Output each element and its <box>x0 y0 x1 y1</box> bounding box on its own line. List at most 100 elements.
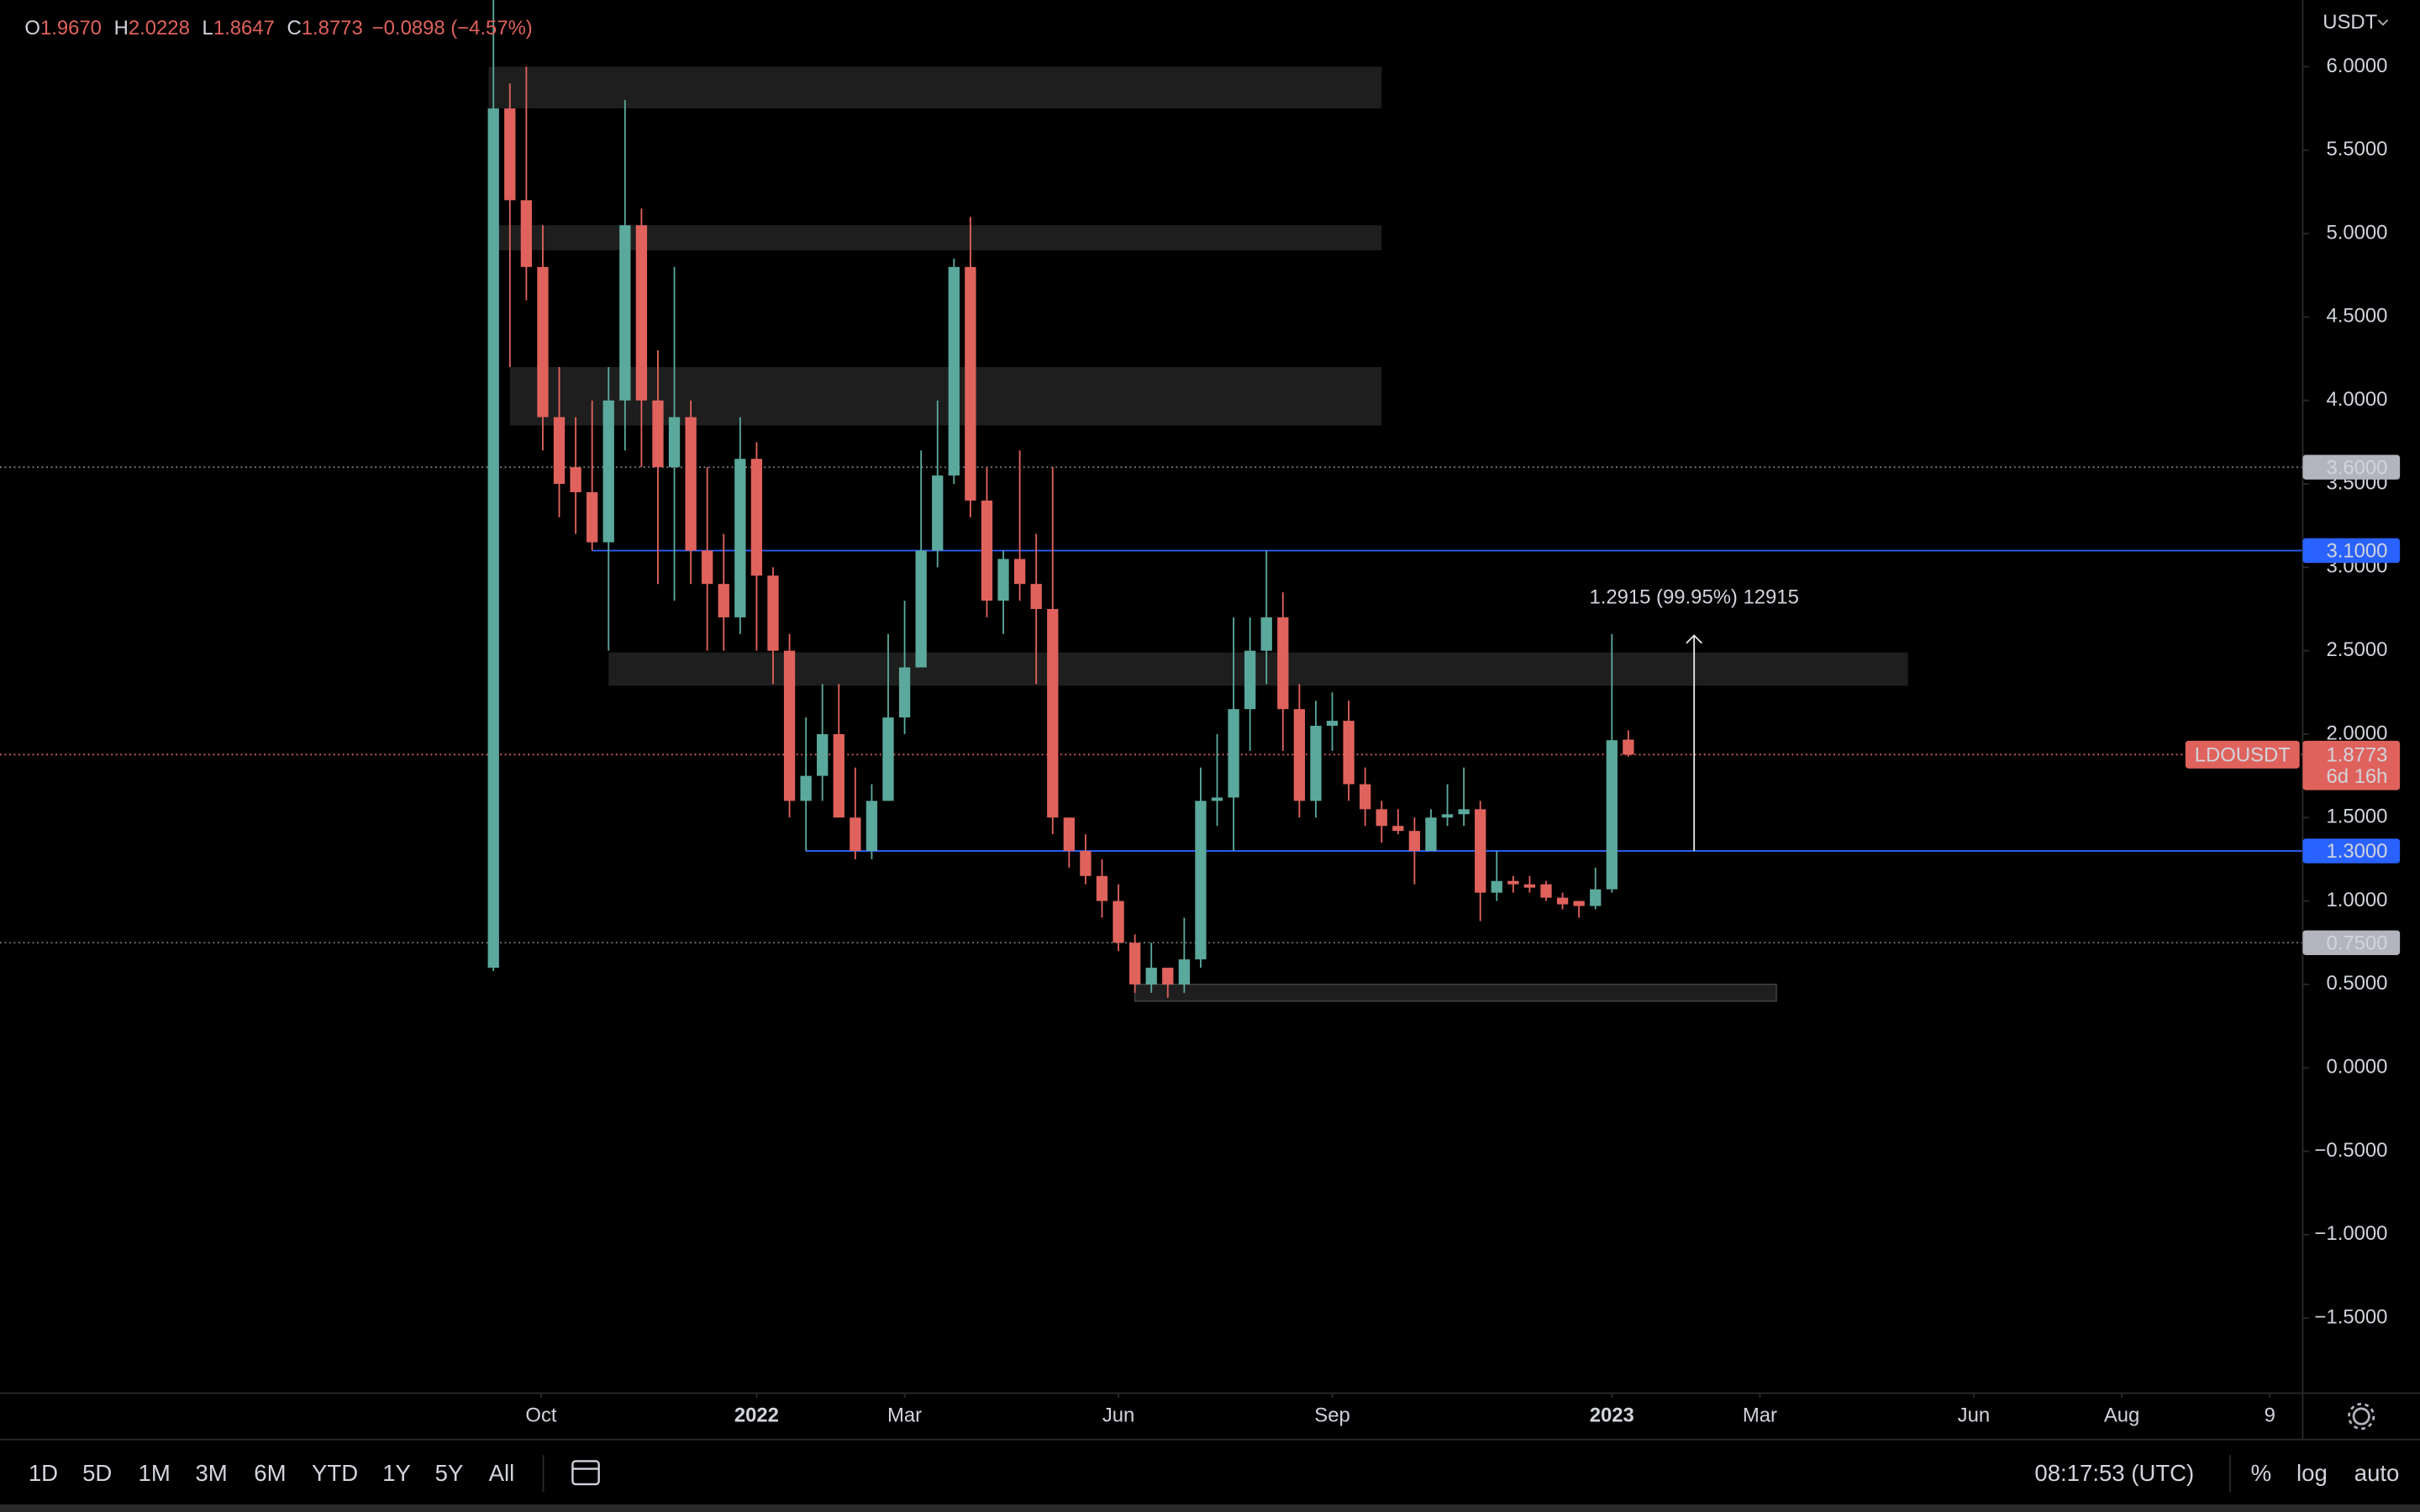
range-button[interactable]: 5D <box>82 1460 112 1486</box>
candle-body <box>1540 884 1552 898</box>
x-tick-label: Oct <box>525 1404 556 1426</box>
candle-body <box>817 733 829 776</box>
price-badge-label: 0.7500 <box>2326 932 2387 954</box>
candle-body <box>1195 801 1207 960</box>
price-badge <box>2302 538 2401 564</box>
range-button[interactable]: 1D <box>29 1460 58 1486</box>
ohlc-key: O <box>24 17 40 39</box>
candle-body <box>997 559 1009 601</box>
clock: 08:17:53 (UTC) <box>2034 1460 2194 1486</box>
last-price-label: 1.8773 <box>2326 743 2387 766</box>
candle-body <box>1113 900 1124 943</box>
candle-body <box>619 225 631 401</box>
bottom-strip <box>0 1504 2420 1512</box>
zone <box>608 652 1908 686</box>
price-badge-label: 3.6000 <box>2326 456 2387 479</box>
x-tick-label: 2023 <box>1590 1404 1634 1426</box>
candle-body <box>1523 884 1536 888</box>
candle-body <box>553 417 566 485</box>
candle-body <box>932 475 944 551</box>
candle-body <box>1310 726 1322 801</box>
candle-body <box>882 717 894 801</box>
y-tick-label: 1.5000 <box>2326 806 2387 828</box>
ohlc-key: C <box>287 17 302 39</box>
ohlc-value: 1.8773 <box>302 17 363 39</box>
range-button[interactable]: 3M <box>195 1460 227 1486</box>
candle-body <box>1228 709 1239 798</box>
ohlc-value: 1.9670 <box>40 17 102 39</box>
log-toggle[interactable]: log <box>2296 1460 2328 1486</box>
candle-body <box>1606 740 1618 890</box>
candle-body <box>1326 721 1339 727</box>
toolbar: 08:17:53 (UTC) % log auto 1D 5D 1M 3M 6M YTD 1… <box>29 1403 2400 1493</box>
candle-body <box>1475 809 1486 893</box>
candle-body <box>587 491 598 543</box>
price-badge-label: 1.3000 <box>2326 840 2387 863</box>
candle-body <box>1343 721 1355 785</box>
candle-body <box>915 550 927 668</box>
range-button[interactable]: 6M <box>254 1460 286 1486</box>
ohlc-key: H <box>114 17 129 39</box>
candle-body <box>1360 784 1371 810</box>
candle-body <box>1063 817 1075 852</box>
y-tick-label: 2.0000 <box>2326 722 2387 744</box>
calendar-icon <box>571 1460 600 1486</box>
candle-body <box>1441 814 1454 818</box>
currency-caret <box>2377 19 2389 26</box>
percent-toggle[interactable]: % <box>2251 1460 2272 1486</box>
candle-body <box>1590 889 1602 906</box>
y-tick-label: 0.5000 <box>2326 972 2387 995</box>
range-button[interactable]: YTD <box>312 1460 358 1486</box>
candle-body <box>520 200 533 267</box>
date-range-button[interactable] <box>571 1460 600 1486</box>
settings-button[interactable] <box>2348 1403 2375 1431</box>
x-tick-label: Sep <box>1314 1404 1349 1426</box>
candle-body <box>635 225 648 401</box>
x-tick-label: Mar <box>887 1404 922 1426</box>
price-badge <box>2302 838 2401 864</box>
candle-body <box>1128 942 1141 984</box>
candle-body <box>1573 900 1585 906</box>
candle-body <box>1162 968 1174 984</box>
ohlc-value: 1.8647 <box>213 17 275 39</box>
candle-body <box>1244 650 1256 710</box>
y-tick-label: −1.0000 <box>2315 1222 2388 1245</box>
currency[interactable]: USDT <box>2323 11 2377 34</box>
x-tick-label: Mar <box>1743 1404 1777 1426</box>
candle-body <box>570 467 581 492</box>
measure-label: 1.2915 (99.95%) 12915 <box>1589 586 1798 609</box>
candle-body <box>750 459 763 576</box>
range-button[interactable]: 1M <box>139 1460 171 1486</box>
candle-body <box>734 459 746 617</box>
candle-body <box>702 550 713 585</box>
candle-body <box>1458 809 1470 815</box>
price-badge-label: 3.1000 <box>2326 540 2387 563</box>
candle-body <box>1260 617 1272 651</box>
candle-body <box>783 650 796 801</box>
candle-body <box>1211 797 1223 801</box>
candle-body <box>833 733 844 818</box>
range-button[interactable]: 5Y <box>435 1460 464 1486</box>
x-tick-label: 2022 <box>734 1404 779 1426</box>
auto-toggle[interactable]: auto <box>2354 1460 2400 1486</box>
x-tick-label: Aug <box>2104 1404 2139 1426</box>
countdown: 6d 16h <box>2326 765 2387 788</box>
candle-body <box>1277 617 1289 710</box>
candle-body <box>981 500 993 601</box>
candle-body <box>948 266 960 476</box>
y-tick-label: 6.0000 <box>2326 55 2387 77</box>
candle-body <box>865 801 878 852</box>
range-button[interactable]: All <box>489 1460 515 1486</box>
range-button[interactable]: 1Y <box>382 1460 411 1486</box>
candle-body <box>668 417 681 468</box>
measure-arrow <box>1686 634 1702 644</box>
symbol-badge <box>2185 740 2300 769</box>
ohlc-header: O1.9670 H2.0228 L1.8647 C1.8773 −0.0898 (−4.… <box>24 17 532 39</box>
candle-body <box>652 400 664 468</box>
y-tick-label: 5.5000 <box>2326 138 2387 160</box>
price-badge <box>2302 454 2401 480</box>
candle-body <box>602 400 614 543</box>
candle-body <box>898 667 911 718</box>
ohlc-change: −0.0898 (−4.57%) <box>372 17 533 39</box>
